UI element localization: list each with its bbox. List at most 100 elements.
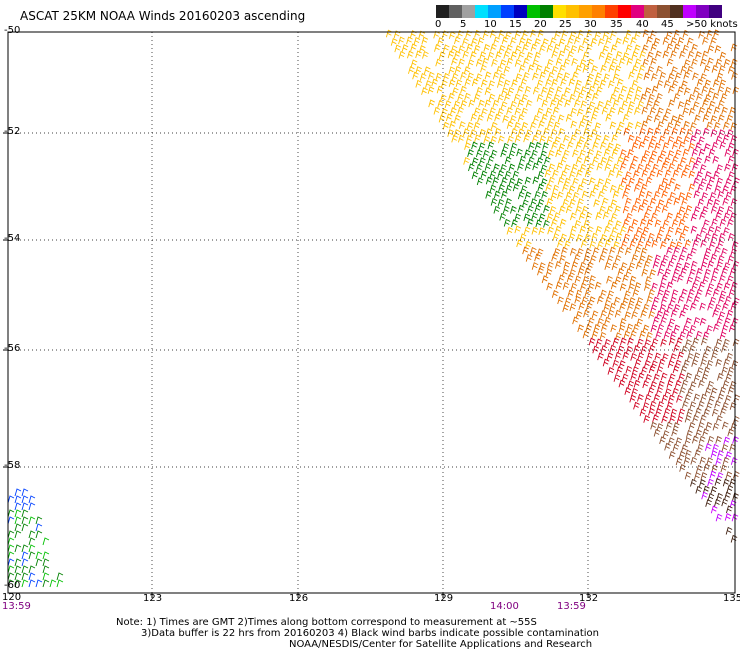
wind-barb	[727, 142, 735, 151]
wind-barb	[625, 247, 632, 255]
wind-barb	[607, 142, 614, 151]
wind-barb	[712, 309, 719, 318]
wind-barb	[591, 330, 599, 339]
wind-barb	[421, 36, 429, 45]
wind-barb	[631, 79, 639, 88]
wind-barb	[619, 149, 627, 157]
wind-barb	[425, 80, 432, 88]
wind-barb	[683, 456, 691, 465]
wind-barb	[714, 225, 722, 234]
wind-barb	[479, 51, 487, 60]
wind-barb	[674, 72, 682, 80]
wind-barb	[21, 544, 29, 553]
wind-barb	[670, 115, 678, 124]
wind-barb	[610, 44, 618, 53]
wind-barb	[583, 255, 590, 263]
wind-barb	[688, 107, 696, 116]
wind-barb	[600, 156, 608, 165]
wind-barb	[562, 282, 570, 290]
wind-barb	[583, 156, 591, 164]
wind-barb	[486, 113, 494, 122]
wind-barb	[441, 108, 448, 116]
wind-barb	[715, 358, 723, 367]
wind-barb	[671, 428, 678, 437]
wind-barb	[460, 85, 467, 94]
wind-barb	[722, 478, 730, 487]
lon-label: 135	[723, 593, 740, 604]
wind-barb	[656, 423, 664, 431]
colorbar-cell	[540, 5, 553, 18]
wind-barb	[706, 457, 714, 465]
wind-barb	[449, 120, 456, 129]
wind-barb	[548, 163, 555, 172]
wind-barb	[625, 268, 633, 276]
wind-barb	[568, 185, 576, 194]
wind-barb	[527, 205, 534, 214]
time-label: 14:00	[490, 601, 519, 612]
wind-barb	[28, 572, 36, 581]
wind-barb	[511, 219, 518, 228]
wind-barb	[562, 183, 569, 192]
wind-barb	[682, 44, 689, 53]
wind-barb	[705, 421, 713, 430]
wind-barb	[520, 78, 528, 87]
wind-barb	[704, 155, 711, 164]
wind-barb	[692, 239, 700, 248]
wind-barb	[451, 57, 458, 66]
wind-barb	[504, 170, 512, 179]
wind-barb	[725, 373, 732, 382]
wind-barb	[663, 157, 671, 165]
wind-barb	[673, 197, 681, 206]
wind-barb	[500, 177, 508, 185]
wind-barb	[683, 87, 691, 95]
wind-barb	[578, 120, 586, 129]
wind-barb	[700, 337, 708, 346]
wind-barb	[598, 254, 606, 263]
wind-barb	[499, 212, 506, 221]
wind-barb	[651, 360, 658, 369]
wind-barb	[604, 177, 612, 186]
wind-barb	[717, 450, 724, 458]
wind-barb	[613, 86, 620, 95]
wind-barb	[669, 331, 677, 339]
wind-barb	[702, 99, 709, 108]
wind-barb	[727, 65, 735, 74]
wind-barb	[702, 275, 709, 284]
wind-barb	[717, 255, 725, 263]
wind-barb	[652, 414, 659, 423]
wind-barb	[694, 128, 701, 137]
wind-barb	[730, 43, 738, 52]
wind-barb	[611, 58, 618, 66]
wind-barb	[629, 275, 637, 284]
wind-barb	[689, 381, 697, 389]
wind-barb	[611, 134, 618, 143]
wind-barb	[674, 120, 681, 129]
wind-barb	[413, 36, 421, 45]
wind-barb	[715, 211, 722, 220]
wind-barb	[552, 184, 560, 193]
wind-barb	[581, 205, 589, 214]
wind-barb	[688, 183, 696, 192]
wind-barb	[532, 72, 539, 81]
wind-barb	[575, 79, 582, 88]
wind-barb	[569, 247, 577, 256]
wind-barb	[714, 477, 722, 486]
wind-barb	[732, 338, 740, 347]
wind-barb	[607, 290, 615, 299]
wind-barb	[568, 232, 576, 241]
wind-barb	[651, 73, 658, 81]
wind-barb	[585, 120, 593, 129]
wind-barb	[517, 99, 525, 108]
colorbar-cell	[501, 5, 514, 18]
wind-barb	[478, 142, 486, 151]
wind-barb	[633, 170, 640, 178]
wind-barb	[35, 530, 43, 539]
wind-barb	[659, 281, 666, 290]
wind-barb	[604, 338, 611, 347]
wind-barb	[675, 241, 683, 250]
wind-barb	[534, 204, 542, 213]
wind-barb	[669, 296, 677, 305]
wind-barb	[696, 92, 703, 101]
wind-barb	[695, 156, 702, 165]
wind-barb	[589, 275, 596, 283]
